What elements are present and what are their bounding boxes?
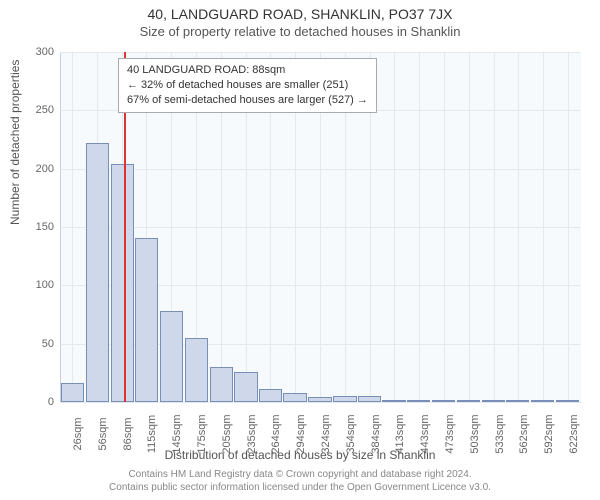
gridline-v xyxy=(543,52,544,402)
y-tick-label: 300 xyxy=(36,46,60,58)
histogram-bar xyxy=(358,396,381,402)
gridline-v xyxy=(469,52,470,402)
gridline-v xyxy=(419,52,420,402)
annotation-line-1: 40 LANDGUARD ROAD: 88sqm xyxy=(127,63,368,78)
histogram-bar xyxy=(457,400,480,402)
histogram-bar xyxy=(61,383,84,402)
y-tick-label: 50 xyxy=(42,338,60,350)
x-tick-label: 26sqm xyxy=(72,417,84,450)
chart-subtitle: Size of property relative to detached ho… xyxy=(0,22,600,39)
y-tick-label: 250 xyxy=(36,104,60,116)
y-axis-label: Number of detached properties xyxy=(8,60,22,225)
histogram-bar xyxy=(86,143,109,402)
histogram-bar xyxy=(259,389,282,402)
histogram-bar xyxy=(111,164,134,402)
y-tick-label: 150 xyxy=(36,221,60,233)
histogram-bar xyxy=(308,397,331,402)
gridline-v xyxy=(394,52,395,402)
histogram-bar xyxy=(210,367,233,402)
gridline-h xyxy=(60,402,580,403)
histogram-bar xyxy=(234,372,257,402)
y-tick-label: 0 xyxy=(48,396,60,408)
y-tick-label: 200 xyxy=(36,163,60,175)
x-axis-label: Distribution of detached houses by size … xyxy=(0,448,600,462)
annotation-line-3: 67% of semi-detached houses are larger (… xyxy=(127,93,368,108)
x-tick-label: 56sqm xyxy=(97,417,109,450)
histogram-bar xyxy=(531,400,554,402)
histogram-bar xyxy=(407,400,430,402)
page-title: 40, LANDGUARD ROAD, SHANKLIN, PO37 7JX xyxy=(0,0,600,22)
gridline-v xyxy=(444,52,445,402)
histogram-bar xyxy=(135,238,158,403)
footer-line-2: Contains public sector information licen… xyxy=(109,482,491,493)
annotation-line-2: ← 32% of detached houses are smaller (25… xyxy=(127,78,368,93)
histogram-plot: 05010015020025030026sqm56sqm86sqm115sqm1… xyxy=(60,52,580,402)
histogram-bar xyxy=(432,400,455,402)
histogram-bar xyxy=(283,393,306,402)
footer-attribution: Contains HM Land Registry data © Crown c… xyxy=(0,468,600,494)
gridline-v xyxy=(72,52,73,402)
histogram-bar xyxy=(506,400,529,402)
histogram-bar xyxy=(482,400,505,402)
histogram-bar xyxy=(333,396,356,402)
footer-line-1: Contains HM Land Registry data © Crown c… xyxy=(128,469,471,480)
histogram-bar xyxy=(185,338,208,402)
chart-container: 40, LANDGUARD ROAD, SHANKLIN, PO37 7JX S… xyxy=(0,0,600,500)
y-tick-label: 100 xyxy=(36,279,60,291)
annotation-box: 40 LANDGUARD ROAD: 88sqm← 32% of detache… xyxy=(118,58,377,113)
gridline-v xyxy=(494,52,495,402)
gridline-v xyxy=(518,52,519,402)
histogram-bar xyxy=(160,311,183,402)
x-tick-label: 86sqm xyxy=(122,417,134,450)
histogram-bar xyxy=(556,400,579,402)
gridline-v xyxy=(568,52,569,402)
histogram-bar xyxy=(382,400,405,402)
